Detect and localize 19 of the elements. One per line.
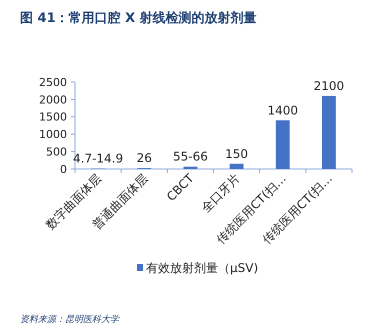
x-tick-label: 全口牙片 <box>198 171 243 216</box>
data-label: 150 <box>225 146 248 161</box>
data-label: 2100 <box>314 78 344 93</box>
bar <box>230 164 244 169</box>
y-tick-label: 0 <box>60 162 67 176</box>
y-tick-label: 1500 <box>39 110 67 124</box>
data-label: 4.7-14.9 <box>73 151 124 166</box>
chart-title: 图 41：常用口腔 X 射线检测的放射剂量 <box>20 10 257 26</box>
data-label: 26 <box>136 151 152 166</box>
y-tick-label: 1000 <box>39 128 67 142</box>
data-label: 1400 <box>267 103 298 118</box>
bar <box>276 120 290 169</box>
legend-label: 有效放射剂量（μSV) <box>146 261 258 275</box>
y-tick-label: 2500 <box>39 76 67 89</box>
bar <box>322 96 336 169</box>
y-tick-label: 500 <box>46 145 67 158</box>
text: 资料来源：昆明医科大学 <box>20 314 120 325</box>
data-label: 55-66 <box>172 150 208 164</box>
y-tick-label: 2000 <box>39 93 67 106</box>
